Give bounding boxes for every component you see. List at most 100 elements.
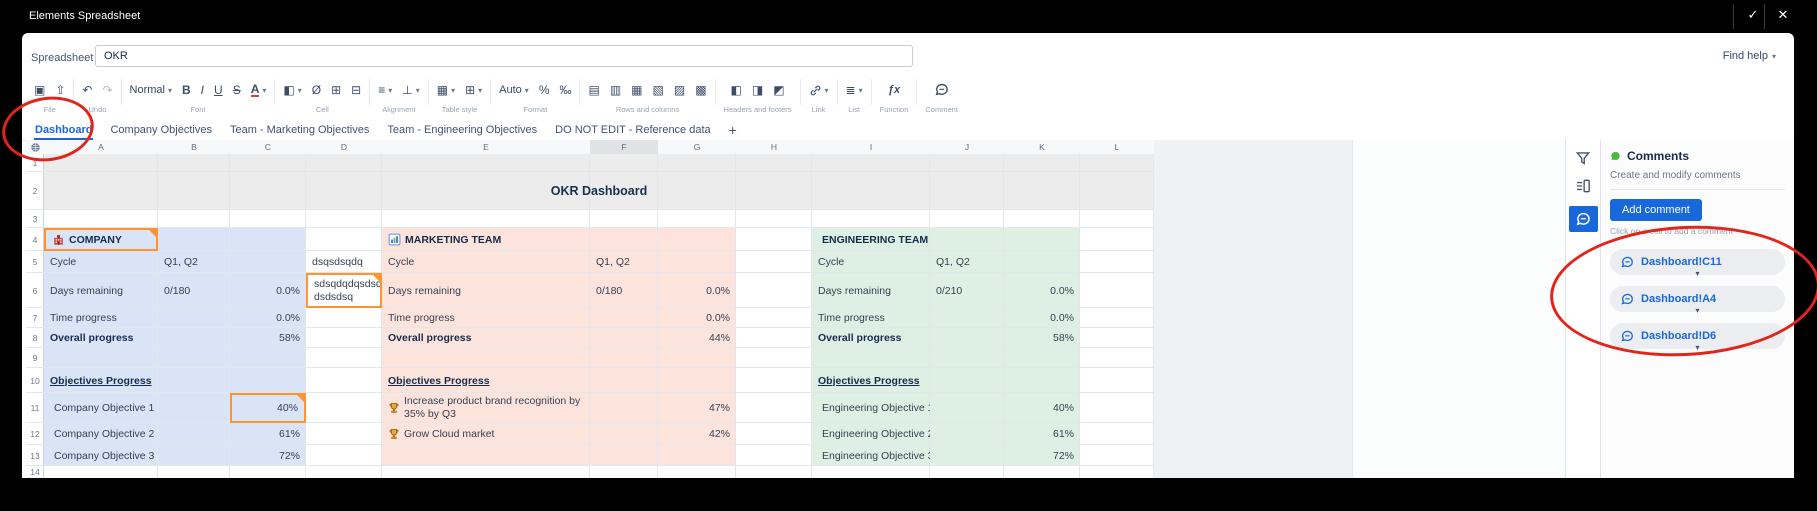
versions-icon[interactable] xyxy=(1575,178,1591,194)
cell-e7[interactable]: Time progress xyxy=(388,312,455,324)
number-format-dropdown[interactable]: Auto ▾ xyxy=(499,84,529,96)
cell-f5[interactable]: Q1, Q2 xyxy=(596,256,630,268)
select-all-corner[interactable] xyxy=(26,140,44,154)
row-header[interactable]: 1 xyxy=(32,158,38,168)
cell-a4-company-header[interactable]: COMPANY xyxy=(44,228,158,251)
fill-color-dropdown[interactable]: ◧ ▾ xyxy=(283,84,301,96)
close-icon[interactable]: ✕ xyxy=(1777,7,1789,22)
chevron-down-icon[interactable]: ▾ xyxy=(1695,306,1700,315)
cell-g7[interactable]: 0.0% xyxy=(706,312,730,324)
cell-e8[interactable]: Overall progress xyxy=(388,332,472,344)
cell-i7[interactable]: Time progress xyxy=(818,312,885,324)
cell-g6[interactable]: 0.0% xyxy=(706,284,730,297)
list-dropdown[interactable]: ≣ ▾ xyxy=(846,84,863,96)
font-style-dropdown[interactable]: Normal ▾ xyxy=(130,84,172,96)
function-icon[interactable]: ƒx xyxy=(887,84,901,96)
cell-k7[interactable]: 0.0% xyxy=(1050,312,1074,324)
row-header[interactable]: 2 xyxy=(32,186,38,196)
cell-k13[interactable]: 72% xyxy=(1052,449,1074,462)
cell-e5[interactable]: Cycle xyxy=(388,256,415,268)
add-comment-button[interactable]: Add comment xyxy=(1610,199,1702,221)
comment-chip-c11[interactable]: Dashboard!C11 ▾ xyxy=(1610,249,1785,278)
cell-f6[interactable]: 0/180 xyxy=(596,284,623,297)
cell-j5[interactable]: Q1, Q2 xyxy=(936,256,970,268)
column-header-g[interactable]: G xyxy=(658,140,736,154)
column-header-b[interactable]: B xyxy=(158,140,230,154)
cell-e10[interactable]: Objectives Progress xyxy=(382,368,590,393)
cell-a8[interactable]: Overall progress xyxy=(50,332,134,344)
cell-i13[interactable]: Engineering Objective 3 xyxy=(812,445,930,466)
cell-c13[interactable]: 72% xyxy=(278,449,300,462)
undo-icon[interactable]: ↶ xyxy=(82,83,93,97)
cell-c8[interactable]: 58% xyxy=(278,332,300,344)
tab-company-objectives[interactable]: Company Objectives xyxy=(110,123,212,136)
clear-format-icon[interactable]: Ø xyxy=(311,83,322,97)
row-header[interactable]: 4 xyxy=(32,234,38,245)
cell-d6[interactable]: sdsqdqdqsdsq dsdsdsq xyxy=(306,273,382,308)
header-column-icon[interactable]: ◩ xyxy=(773,83,785,97)
cell-b6[interactable]: 0/180 xyxy=(164,284,191,297)
comment-icon[interactable] xyxy=(935,83,949,97)
insert-row-above-icon[interactable]: ▤ xyxy=(588,83,600,97)
cell-b5[interactable]: Q1, Q2 xyxy=(164,256,198,268)
confirm-icon[interactable]: ✓ xyxy=(1747,7,1759,22)
cell-d5[interactable]: dsqsdsqdq xyxy=(312,256,363,268)
link-dropdown[interactable]: ▾ xyxy=(809,84,829,97)
delete-row-icon[interactable]: ▦ xyxy=(631,83,643,97)
tab-team-engineering-objectives[interactable]: Team - Engineering Objectives xyxy=(387,123,538,136)
cell-g8[interactable]: 44% xyxy=(708,332,730,344)
row-header[interactable]: 11 xyxy=(30,403,40,413)
insert-column-left-icon[interactable]: ▧ xyxy=(652,83,664,97)
comment-chip-d6[interactable]: Dashboard!D6 ▾ xyxy=(1610,323,1785,352)
unmerge-cells-icon[interactable]: ⊟ xyxy=(351,83,362,97)
cell-i11[interactable]: Engineering Objective 1 xyxy=(812,393,930,423)
cell-i4-engineering-header[interactable]: ENGINEERING TEAM xyxy=(812,228,930,251)
share-icon[interactable]: ⇧ xyxy=(55,83,66,97)
cell-i12[interactable]: Engineering Objective 2 xyxy=(812,423,930,445)
cell-i8[interactable]: Overall progress xyxy=(818,332,902,344)
column-header-k[interactable]: K xyxy=(1004,140,1080,154)
column-header-e[interactable]: E xyxy=(382,140,590,154)
cell-c7[interactable]: 0.0% xyxy=(276,312,300,324)
row-header[interactable]: 9 xyxy=(32,353,38,363)
cell-e6[interactable]: Days remaining xyxy=(388,284,461,297)
row-header[interactable]: 10 xyxy=(30,375,40,386)
text-color-dropdown[interactable]: A ▾ xyxy=(250,83,266,97)
underline-icon[interactable]: U xyxy=(214,83,223,97)
column-header-i[interactable]: I xyxy=(812,140,930,154)
sheet-title-cell[interactable]: OKR Dashboard xyxy=(550,184,648,198)
row-header[interactable]: 7 xyxy=(32,313,38,323)
comments-panel-toggle[interactable] xyxy=(1568,206,1598,232)
merge-cells-icon[interactable]: ⊞ xyxy=(331,83,342,97)
cell-a7[interactable]: Time progress xyxy=(50,312,117,324)
cell-g11[interactable]: 47% xyxy=(708,402,730,414)
cell-i10[interactable]: Objectives Progress xyxy=(812,368,930,393)
tab-team-marketing-objectives[interactable]: Team - Marketing Objectives xyxy=(229,123,370,136)
tab-dashboard[interactable]: Dashboard xyxy=(26,119,101,140)
cell-g12[interactable]: 42% xyxy=(708,428,730,440)
chevron-down-icon[interactable]: ▾ xyxy=(1695,269,1700,278)
row-header[interactable]: 5 xyxy=(32,257,38,267)
cell-c6[interactable]: 0.0% xyxy=(276,284,300,297)
delete-column-icon[interactable]: ▩ xyxy=(695,83,707,97)
add-sheet-button[interactable]: + xyxy=(728,121,737,138)
tab-do-not-edit-reference-data[interactable]: DO NOT EDIT - Reference data xyxy=(555,123,711,136)
cell-a11[interactable]: Company Objective 1 xyxy=(44,393,158,423)
strikethrough-icon[interactable]: S xyxy=(232,83,241,97)
cell-j6[interactable]: 0/210 xyxy=(936,284,963,297)
cell-e12[interactable]: Grow Cloud market xyxy=(382,423,590,445)
cell-a5[interactable]: Cycle xyxy=(50,256,77,268)
spreadsheet-name-input[interactable] xyxy=(95,45,913,67)
cell-e11[interactable]: Increase product brand recognition by 35… xyxy=(382,393,590,423)
chevron-down-icon[interactable]: ▾ xyxy=(1695,343,1700,352)
cell-i5[interactable]: Cycle xyxy=(818,256,845,268)
percent-format-icon[interactable]: % xyxy=(538,83,550,97)
column-header-f[interactable]: F xyxy=(590,140,658,154)
comment-chip-a4[interactable]: Dashboard!A4 ▾ xyxy=(1610,286,1785,315)
cell-e4-marketing-header[interactable]: MARKETING TEAM xyxy=(382,228,590,251)
filter-icon[interactable] xyxy=(1575,150,1591,166)
row-header[interactable]: 6 xyxy=(32,285,38,296)
column-header-h[interactable]: H xyxy=(736,140,812,154)
row-header[interactable]: 8 xyxy=(32,333,38,343)
cell-k11[interactable]: 40% xyxy=(1052,402,1074,414)
